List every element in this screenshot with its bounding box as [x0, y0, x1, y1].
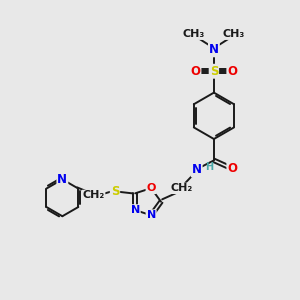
Text: N: N: [57, 173, 68, 186]
Text: N: N: [130, 205, 140, 215]
Text: S: S: [111, 185, 119, 198]
Text: H: H: [205, 162, 213, 172]
Text: O: O: [227, 162, 237, 175]
Text: CH₃: CH₃: [183, 29, 205, 39]
Text: CH₃: CH₃: [223, 29, 245, 39]
Text: O: O: [227, 65, 237, 78]
Text: CH₂: CH₂: [171, 183, 193, 193]
Text: S: S: [210, 65, 218, 78]
Text: O: O: [190, 65, 200, 78]
Text: O: O: [146, 183, 156, 193]
Text: CH₂: CH₂: [82, 190, 105, 200]
Text: N: N: [192, 164, 202, 176]
Text: N: N: [209, 43, 219, 56]
Text: N: N: [146, 210, 156, 220]
